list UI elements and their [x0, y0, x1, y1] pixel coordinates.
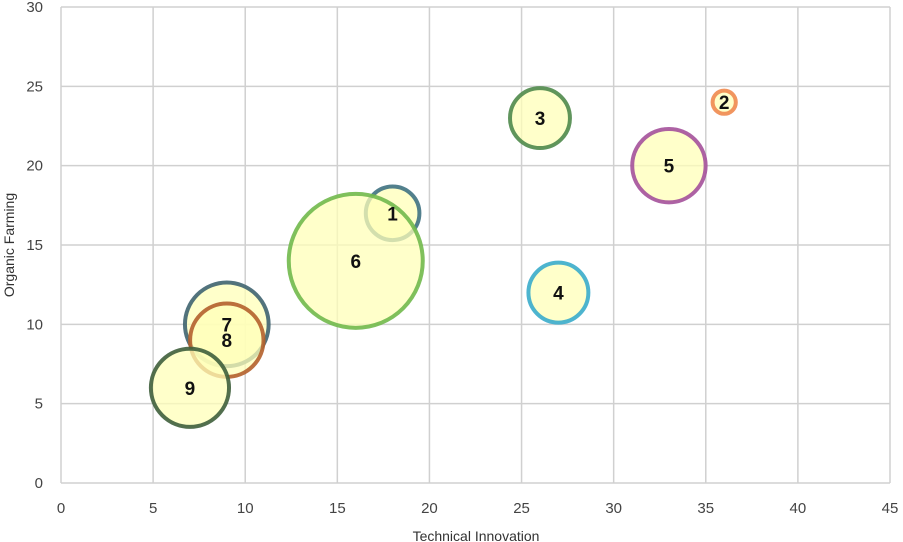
bubble-label-6: 6 [350, 252, 361, 273]
bubble-label-3: 3 [535, 109, 546, 130]
y-tick-label: 5 [35, 396, 43, 413]
y-tick-label: 25 [26, 78, 43, 95]
bubble-9 [148, 346, 232, 429]
x-tick-label: 45 [882, 500, 899, 517]
bubble-label-8: 8 [222, 331, 233, 352]
bubble-label-7: 7 [222, 315, 233, 336]
bubble-label-4: 4 [553, 284, 564, 305]
x-tick-label: 15 [329, 500, 346, 517]
y-tick-label: 15 [26, 237, 43, 254]
bubble-label-2: 2 [719, 93, 730, 114]
x-tick-label: 10 [237, 500, 254, 517]
x-tick-label: 20 [421, 500, 438, 517]
x-tick-label: 40 [790, 500, 807, 517]
bubble-2 [710, 88, 738, 116]
x-tick-label: 30 [605, 500, 622, 517]
x-tick-label: 5 [149, 500, 157, 517]
x-tick-label: 0 [57, 500, 65, 517]
y-tick-label: 30 [26, 0, 43, 16]
y-axis-title: Organic Farming [1, 193, 17, 297]
bubbles: 1 2 3 4 5 6 78 9 [148, 86, 738, 429]
x-tick-label: 25 [513, 500, 530, 517]
bubble-label-9: 9 [185, 379, 196, 400]
bubble-5 [630, 126, 708, 205]
x-axis-title: Technical Innovation [413, 528, 540, 542]
bubble-label-1: 1 [387, 204, 398, 225]
y-tick-label: 20 [26, 158, 43, 175]
y-tick-label: 0 [35, 475, 43, 492]
bubble-6 [286, 191, 425, 330]
bubble-4 [526, 260, 591, 325]
y-tick-label: 10 [26, 316, 43, 333]
bubble-label-5: 5 [664, 157, 675, 178]
x-tick-label: 35 [697, 500, 714, 517]
bubble-3 [508, 86, 572, 151]
